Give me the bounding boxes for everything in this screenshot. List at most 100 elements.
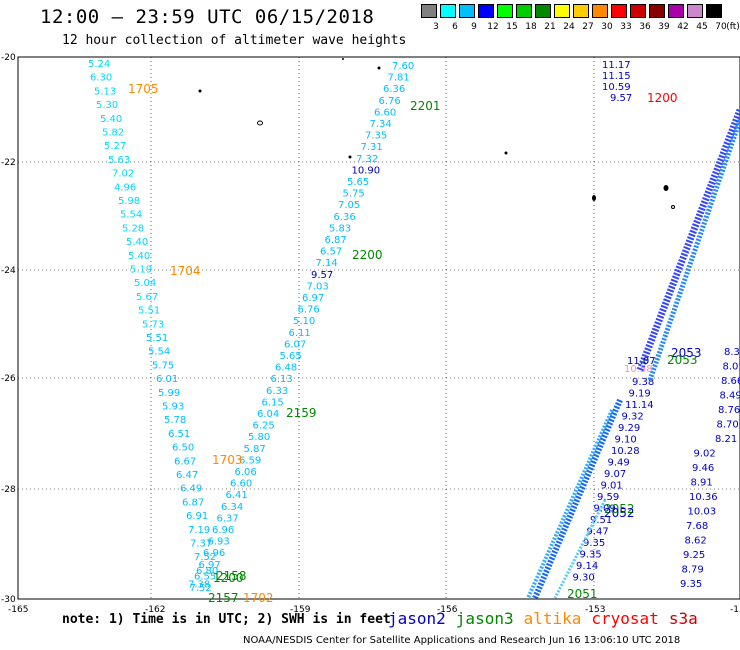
swh-value-track-d: 9.35 <box>580 550 602 561</box>
time-label: 2157 <box>208 591 239 605</box>
swh-value-track-a: 7.37 <box>190 539 212 550</box>
swh-value-track-a: 5.82 <box>102 128 124 139</box>
swh-value-track-e: 9.35 <box>680 579 702 590</box>
time-label: 1703 <box>212 453 243 467</box>
swh-value-track-e: 8.70 <box>717 420 739 431</box>
longitude-label: -159 <box>290 605 311 615</box>
map-subtitle: 12 hour collection of altimeter wave hei… <box>62 33 407 48</box>
swh-value-track-b: 5.83 <box>329 223 351 234</box>
legend-label: 70 <box>715 22 727 32</box>
swh-value-track-b: 6.96 <box>212 525 234 536</box>
swh-value-track-d: 9.07 <box>604 469 626 480</box>
legend-swatch <box>535 4 551 18</box>
swh-value-track-b: 6.60 <box>230 479 252 490</box>
swh-value-track-a: 5.24 <box>88 59 110 70</box>
time-label: 1200 <box>647 91 678 105</box>
swh-value-track-d: 9.30 <box>573 573 595 584</box>
swh-value-track-b: 5.65 <box>280 351 302 362</box>
swh-value-track-d: 9.47 <box>587 527 609 538</box>
swh-value-track-b: 6.97 <box>302 293 324 304</box>
swh-value-track-b: 5.80 <box>248 432 270 443</box>
time-label: 2201 <box>410 99 441 113</box>
legend-label: 24 <box>563 22 575 32</box>
swh-value-track-b: 6.36 <box>383 84 405 95</box>
swh-value-track-a: 7.19 <box>188 525 210 536</box>
swh-value-track-c: 11.15 <box>602 71 631 82</box>
swh-value-track-e: 8.66 <box>721 376 740 387</box>
swh-value-track-d: 9.32 <box>622 412 644 423</box>
island <box>257 120 263 126</box>
track-streak <box>636 108 740 372</box>
island <box>592 195 596 201</box>
swh-value-track-e: 8.76 <box>718 405 740 416</box>
swh-value-track-e: 10.03 <box>688 507 717 518</box>
swh-value-track-e: 9.46 <box>692 463 714 474</box>
time-label: 1702 <box>243 591 274 605</box>
swh-value-track-d: 9.19 <box>629 389 651 400</box>
track-streak <box>553 499 607 599</box>
swh-value-track-b: 6.60 <box>374 107 396 118</box>
swh-value-track-d: 9.49 <box>608 458 630 469</box>
swh-value-track-c: 9.57 <box>610 93 632 104</box>
legend-swatch <box>516 4 532 18</box>
swh-value-track-b: 6.33 <box>266 386 288 397</box>
swh-value-track-a: 6.01 <box>156 374 178 385</box>
track-streak <box>526 409 614 599</box>
grid-lines <box>18 57 740 599</box>
swh-value-track-b: 10.90 <box>352 165 381 176</box>
swh-value-track-b: 6.13 <box>271 374 293 385</box>
legend-label: 45 <box>696 22 708 32</box>
swh-value-track-a: 5.30 <box>96 100 118 111</box>
legend-swatch <box>459 4 475 18</box>
swh-value-track-a: 5.54 <box>120 210 142 221</box>
swh-value-track-b: 6.93 <box>208 537 230 548</box>
time-label: 1200 <box>213 571 244 585</box>
latitude-labels: -20 -22 -24 -26 -28 -30 <box>1 53 16 605</box>
legend-label: 39 <box>658 22 670 32</box>
legend-swatch <box>421 4 437 18</box>
longitude-labels: -165 -162 -159 -156 -153 -150 <box>8 605 740 615</box>
time-label: 2052 <box>604 502 635 516</box>
sat-jason2-label: jason2 <box>388 609 446 628</box>
swh-value-track-b: 6.04 <box>257 409 279 420</box>
swh-value-track-b: 7.60 <box>392 61 414 72</box>
island <box>377 66 381 70</box>
legend-swatch <box>630 4 646 18</box>
latitude-label: -30 <box>1 595 16 605</box>
swh-value-track-a: 5.54 <box>148 347 170 358</box>
island <box>198 89 202 93</box>
legend-label: 33 <box>620 22 632 32</box>
time-label: 2158 <box>216 569 247 583</box>
track-streak <box>532 398 623 600</box>
map-title: 12:00 – 23:59 UTC 06/15/2018 <box>40 6 375 28</box>
time-label: 2200 <box>352 248 383 262</box>
swh-value-track-b: 5.65 <box>347 177 369 188</box>
swh-value-track-a: 5.40 <box>126 237 148 248</box>
island <box>504 151 508 155</box>
swh-value-track-a: 5.51 <box>146 333 168 344</box>
latitude-label: -26 <box>1 374 16 384</box>
swh-value-track-a: 5.13 <box>94 86 116 97</box>
swh-value-track-c: 10.59 <box>602 82 631 93</box>
sat-s3a-label: s3a <box>668 609 698 628</box>
swh-value-track-b: 6.36 <box>334 212 356 223</box>
swh-value-track-a: 7.52 <box>194 552 216 563</box>
island <box>663 185 669 191</box>
swh-value-track-b: 6.59 <box>239 455 261 466</box>
swh-value-track-a: 5.67 <box>136 292 158 303</box>
islands <box>198 58 675 209</box>
legend-swatch <box>478 4 494 18</box>
sat-altika-label: altika <box>523 609 582 628</box>
legend-swatch <box>706 4 722 18</box>
longitude-label: -156 <box>437 605 458 615</box>
swh-value-track-b: 7.31 <box>361 142 383 153</box>
swh-value-track-e: 8.07 <box>723 362 740 373</box>
swh-value-track-a: 5.19 <box>130 265 152 276</box>
swh-value-track-d: 11.14 <box>625 400 654 411</box>
legend-label: 18 <box>525 22 537 32</box>
swh-value-track-a: 5.78 <box>164 415 186 426</box>
swh-value-track-a: 6.50 <box>172 443 194 454</box>
legend-label: 9 <box>471 22 477 32</box>
swh-value-track-e: 8.33 <box>724 347 740 358</box>
